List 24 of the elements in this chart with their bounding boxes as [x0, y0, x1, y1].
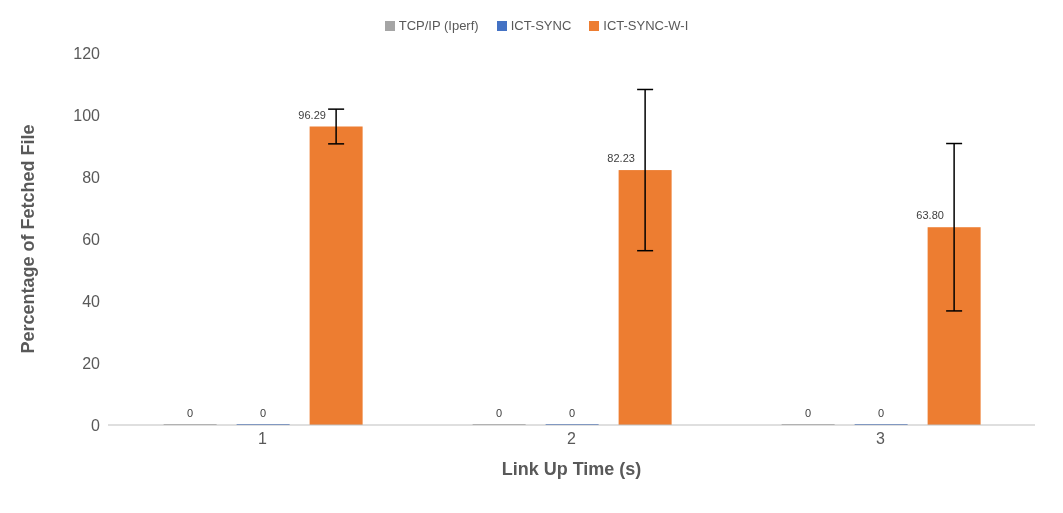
y-tick-label: 60	[82, 230, 101, 248]
data-label: 0	[878, 407, 885, 419]
x-tick-label: 1	[258, 430, 268, 448]
data-label: 82.23	[607, 152, 635, 165]
legend-label: TCP/IP (Iperf)	[398, 18, 479, 33]
data-label: 96.29	[298, 108, 326, 121]
x-axis-title: Link Up Time (s)	[501, 459, 642, 479]
y-tick-label: 20	[82, 354, 101, 372]
y-tick-label: 40	[82, 292, 101, 310]
y-tick-label: 0	[91, 416, 101, 434]
data-label: 63.80	[916, 209, 944, 222]
x-tick-label: 2	[567, 430, 577, 448]
y-tick-label: 100	[73, 106, 101, 124]
y-axis-title: Percentage of Fetched File	[18, 124, 39, 354]
legend-label: ICT-SYNC-W-I	[603, 18, 689, 33]
y-tick-label: 80	[82, 168, 101, 186]
data-label: 0	[496, 407, 503, 419]
y-tick-label: 120	[73, 44, 101, 62]
data-label: 0	[260, 407, 267, 419]
legend-label: ICT-SYNC	[510, 18, 572, 33]
x-tick-label: 3	[876, 430, 886, 448]
data-label: 0	[569, 407, 576, 419]
data-label: 0	[187, 407, 194, 419]
data-label: 0	[805, 407, 812, 419]
